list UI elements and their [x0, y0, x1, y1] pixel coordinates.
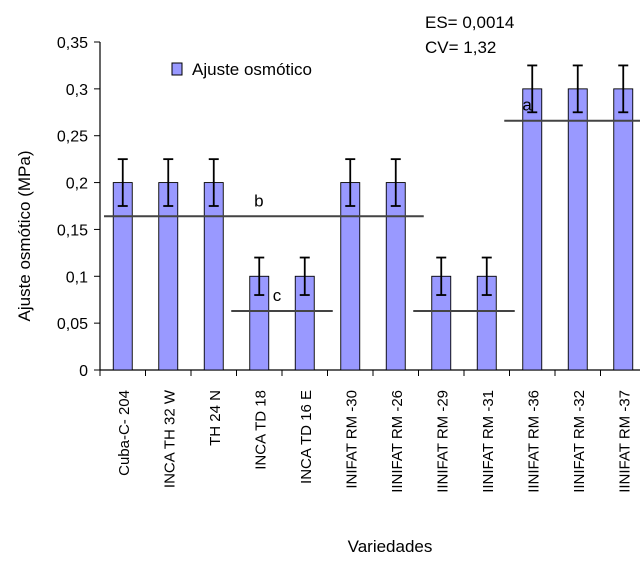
bar: [522, 88, 543, 371]
bar: [567, 88, 588, 371]
x-tick-label: INCA TD 16 E: [298, 390, 315, 484]
bar: [203, 182, 224, 371]
x-tick-label: INIFAT RM -30: [343, 390, 360, 489]
x-tick-label: IINIFAT RM -36: [525, 390, 542, 493]
bar: [112, 182, 133, 371]
stat-label: CV= 1,32: [425, 38, 496, 57]
stat-label: ES= 0,0014: [425, 13, 514, 32]
bar: [158, 182, 179, 371]
group-letter: b: [254, 191, 263, 210]
legend-swatch: [171, 62, 183, 76]
x-tick-label: INCA TD 18: [252, 390, 269, 470]
y-axis-title: Ajuste osmótico (MPa): [15, 151, 34, 322]
y-tick-label: 0,3: [66, 82, 88, 99]
group-letter: c: [273, 286, 282, 305]
x-tick-label: IINIFAT RM -31: [480, 390, 497, 493]
bar: [340, 182, 361, 371]
bar: [613, 88, 634, 371]
y-tick-label: 0,25: [57, 129, 88, 146]
group-letter: a: [522, 96, 532, 115]
x-tick-label: IINIFAT RM -29: [434, 390, 451, 493]
legend-label: Ajuste osmótico: [192, 60, 312, 79]
y-tick-label: 0,05: [57, 316, 88, 333]
x-tick-label: IINIFAT RM -37: [616, 390, 633, 493]
x-tick-label: IINIFAT RM -32: [571, 390, 588, 493]
bar: [385, 182, 406, 371]
y-tick-label: 0,35: [57, 35, 88, 52]
y-tick-label: 0,2: [66, 176, 88, 193]
x-tick-label: IINIFAT RM -26: [389, 390, 406, 493]
x-tick-label: Cuba-C- 204: [116, 390, 133, 476]
x-tick-label: TH 24 N: [207, 390, 224, 446]
y-tick-label: 0,15: [57, 222, 88, 239]
x-axis-title: Variedades: [348, 537, 433, 556]
y-tick-label: 0: [79, 363, 88, 380]
x-tick-label: INCA TH 32 W: [161, 389, 178, 488]
y-tick-label: 0,1: [66, 269, 88, 286]
